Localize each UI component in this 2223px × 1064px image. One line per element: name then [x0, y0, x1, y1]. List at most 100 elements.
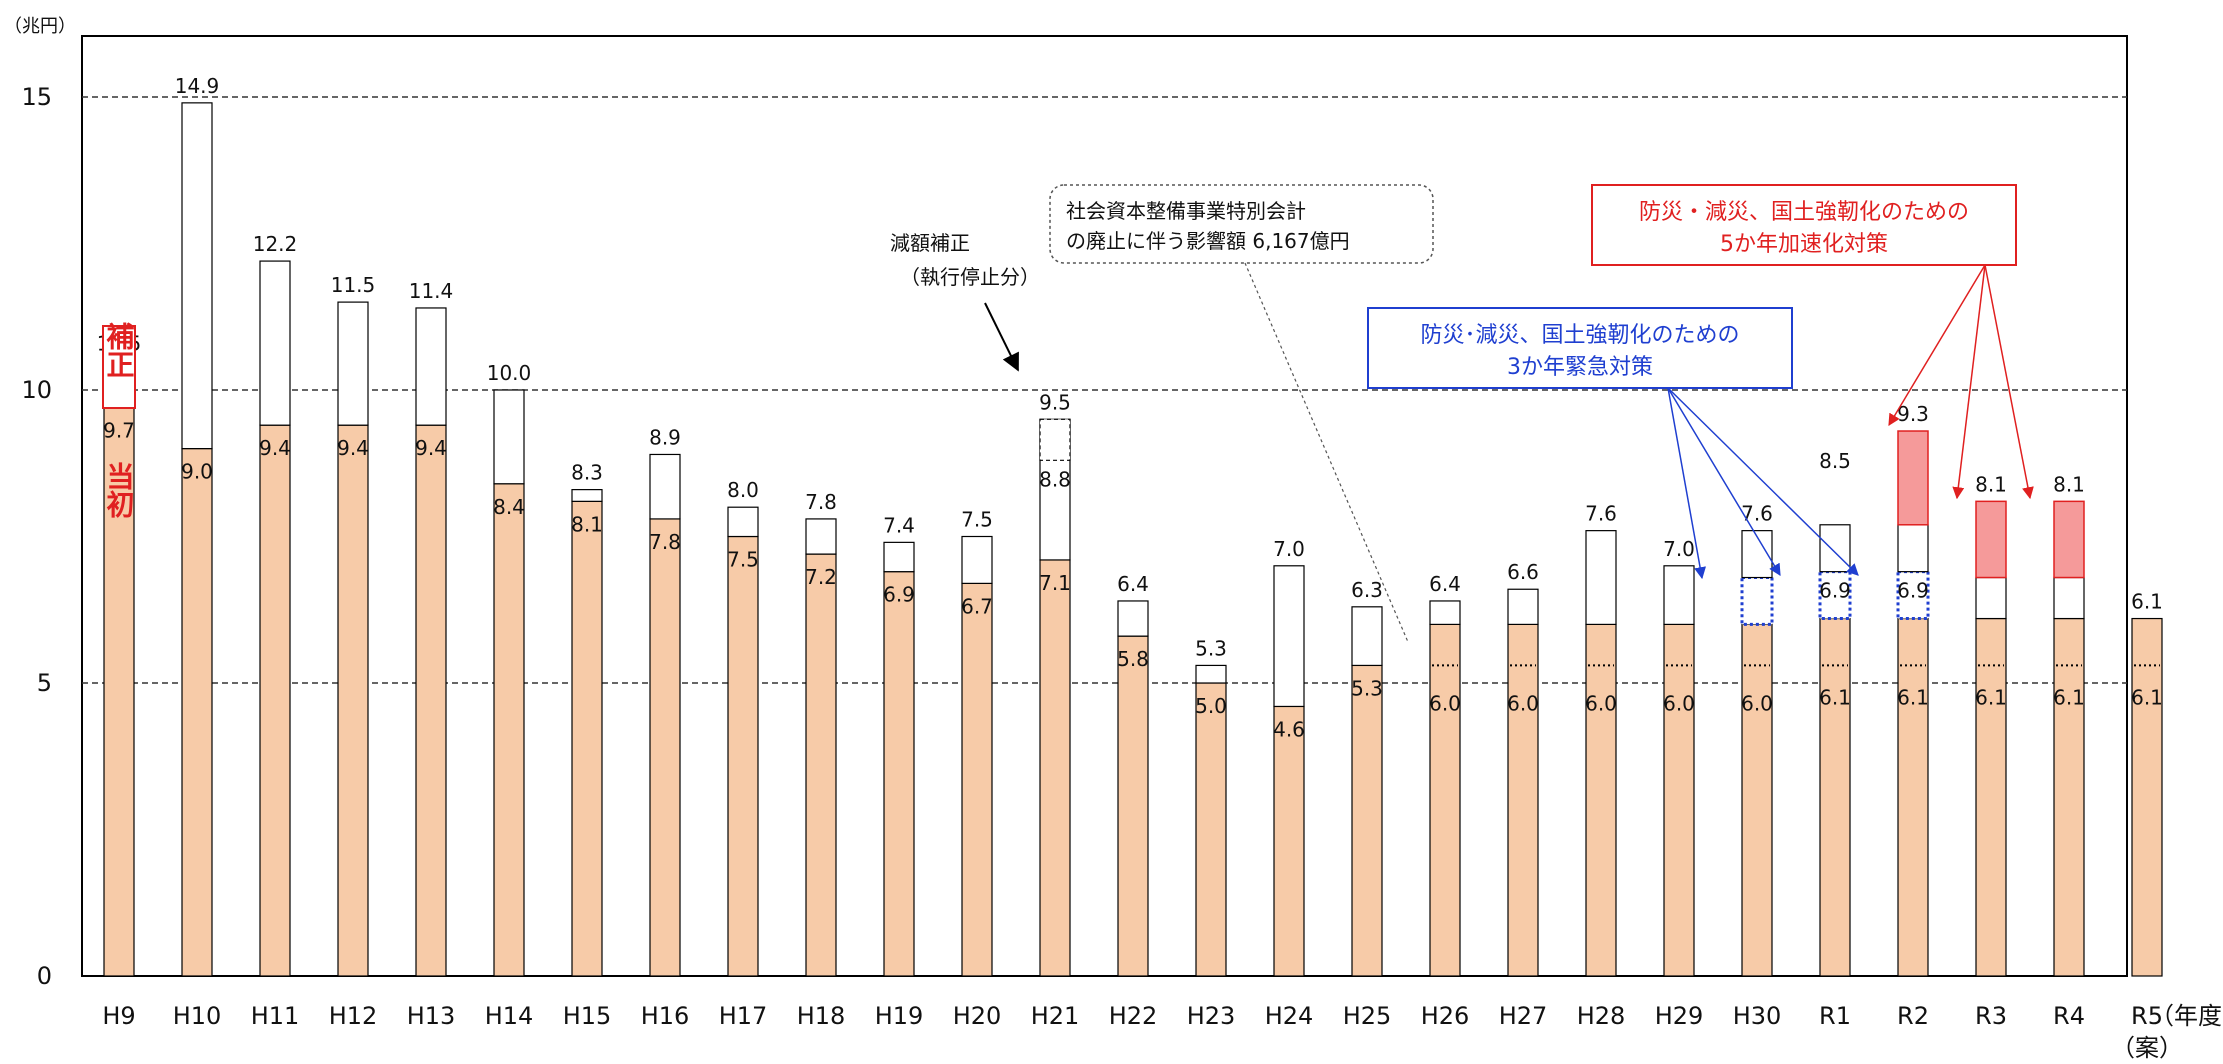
five-year-line2: 5か年加速化対策: [1720, 232, 1888, 257]
extra-label-R2: 6.9: [1897, 579, 1929, 603]
total-label-H15: 8.3: [571, 461, 603, 485]
y-tick-label: 5: [37, 669, 52, 697]
bars: 10.59.714.99.012.29.411.59.411.49.410.08…: [97, 74, 2163, 977]
bar-supplement-R1: [1819, 524, 1851, 573]
base-label-H16: 7.8: [649, 530, 681, 554]
bar-base-R1: [1819, 617, 1851, 977]
x-tick-label-R2: R2: [1897, 1002, 1929, 1030]
x-tick-label-H20: H20: [953, 1002, 1002, 1030]
bar-base-R5: [2131, 617, 2163, 977]
bar-supplement-H23: [1195, 664, 1227, 684]
total-label-R1: 8.5: [1819, 449, 1851, 473]
x-tick-label-H17: H17: [719, 1002, 768, 1030]
x-tick-label-H19: H19: [875, 1002, 924, 1030]
bar-accel5-R3: [1975, 500, 2007, 579]
base-label-H27: 6.0: [1507, 691, 1539, 715]
total-label-H12: 11.5: [331, 273, 376, 297]
y-axis-unit: （兆円）: [4, 16, 76, 37]
x-tick-label-H24: H24: [1265, 1002, 1314, 1030]
hosei-label-box: [102, 325, 136, 409]
reduction-note: 減額補正 （執行停止分）: [890, 231, 1040, 372]
total-label-H16: 8.9: [649, 425, 681, 449]
five-year-note: 防災・減災、国土強靭化のための 5か年加速化対策: [1591, 184, 2034, 500]
base-label-R3: 6.1: [1975, 686, 2007, 710]
base-label-H22: 5.8: [1117, 647, 1149, 671]
base-label-H26: 6.0: [1429, 691, 1461, 715]
total-label-H11: 12.2: [253, 232, 298, 256]
x-tick-label-H9: H9: [102, 1002, 135, 1030]
total-label-H14: 10.0: [487, 361, 532, 385]
plot-frame: [81, 35, 2128, 977]
base-label-H25: 5.3: [1351, 676, 1383, 700]
bar-supplement-R3: [1975, 576, 2007, 620]
bar-base-H14: [493, 483, 525, 977]
bar-base-H11: [259, 424, 291, 977]
base-label-H21: 7.1: [1039, 571, 1071, 595]
hosei-vertical-label: 補正: [103, 322, 136, 378]
total-label-R2: 9.3: [1897, 402, 1929, 426]
reduction-note-line1: 減額補正: [890, 231, 970, 255]
x-tick-label-H11: H11: [251, 1002, 300, 1030]
bar-supplement-H24: [1273, 565, 1305, 708]
three-year-line1: 防災･減災、国土強靭化のための: [1420, 323, 1739, 348]
total-label-H20: 7.5: [961, 508, 993, 532]
bar-supplement-R2: [1897, 524, 1929, 573]
total-label-H10: 14.9: [175, 74, 220, 98]
bar-supplement-H12: [337, 301, 369, 426]
reduction-note-line2: （執行停止分）: [900, 265, 1040, 289]
x-axis-unit: （年度）: [2150, 1002, 2223, 1030]
base-label-H30: 6.0: [1741, 691, 1773, 715]
bar-accel5-R4: [2053, 500, 2085, 579]
x-tick-label-H26: H26: [1421, 1002, 1470, 1030]
total-label-H26: 6.4: [1429, 572, 1461, 596]
bar-base-H10: [181, 448, 213, 977]
x-tick-label-R3: R3: [1975, 1002, 2007, 1030]
three-year-arrow-r2: [1667, 387, 1859, 576]
base-label-H19: 6.9: [883, 583, 915, 607]
tosho-vertical-label: 当初: [103, 462, 136, 519]
bar-base-H28: [1585, 623, 1617, 977]
three-year-arrow-r1: [1667, 387, 1781, 577]
bar-supplement-R4: [2053, 576, 2085, 620]
base-label-R1: 6.1: [1819, 686, 1851, 710]
bar-base-H23: [1195, 682, 1227, 977]
base-label-R4: 6.1: [2053, 686, 2085, 710]
bar-base-H26: [1429, 623, 1461, 977]
bar-supplement-H15: [571, 489, 603, 502]
special-account-line2: の廃止に伴う影響額 6,167億円: [1066, 229, 1350, 253]
h9-vertical-labels: 補正 当初: [102, 322, 136, 519]
bar-base-H20: [961, 582, 993, 977]
bar-supplement-H19: [883, 541, 915, 573]
total-label-H28: 7.6: [1585, 502, 1617, 526]
bar-accel5-R2: [1897, 430, 1929, 526]
bar-supplement-H13: [415, 307, 447, 426]
total-label-H27: 6.6: [1507, 560, 1539, 584]
bar-supplement-H10: [181, 102, 213, 450]
bar-supplement-H25: [1351, 606, 1383, 667]
y-tick-label: 15: [21, 83, 52, 111]
total-label-H25: 6.3: [1351, 578, 1383, 602]
x-tick-label-H30: H30: [1733, 1002, 1782, 1030]
three-year-arrow-h30: [1667, 387, 1707, 580]
bar-emergency3-H30: [1740, 576, 1774, 626]
five-year-arrow-r4: [1984, 264, 2034, 500]
x-tick-label-H25: H25: [1343, 1002, 1392, 1030]
bar-base-H30: [1741, 623, 1773, 977]
x-tick-label-H29: H29: [1655, 1002, 1704, 1030]
bar-supplement-H29: [1663, 565, 1695, 625]
base-label-H28: 6.0: [1585, 691, 1617, 715]
three-year-line2: 3か年緊急対策: [1507, 355, 1653, 380]
x-tick-label-H16: H16: [641, 1002, 690, 1030]
y-axis-ticks: 0 5 10 15: [21, 83, 52, 990]
total-label-R5: 6.1: [2131, 590, 2163, 614]
x-tick-label-H10: H10: [173, 1002, 222, 1030]
special-account-leader: [1244, 262, 1409, 643]
x-tick-label-H23: H23: [1187, 1002, 1236, 1030]
base-label-H14: 8.4: [493, 495, 525, 519]
total-label-H23: 5.3: [1195, 636, 1227, 660]
bar-reduction-H21: [1039, 418, 1071, 461]
bar-base-R3: [1975, 617, 2007, 977]
bar-base-H25: [1351, 664, 1383, 977]
bar-base-H12: [337, 424, 369, 977]
x-tick-label-H14: H14: [485, 1002, 534, 1030]
